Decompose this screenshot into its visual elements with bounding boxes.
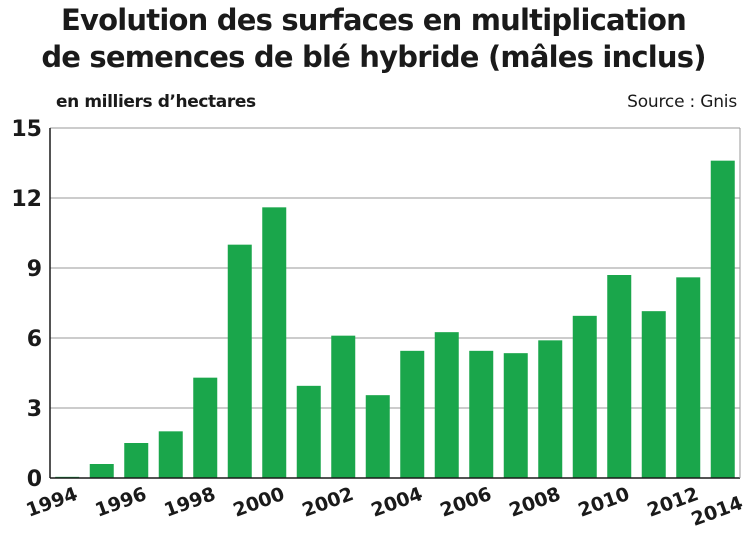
bar-2011	[641, 311, 666, 478]
x-tick-label-2004: 2004	[368, 483, 425, 522]
bar-2004	[400, 350, 425, 478]
bar-2001	[296, 385, 321, 478]
bar-2013	[710, 160, 735, 478]
y-tick-label-15: 15	[11, 117, 42, 142]
bar-2007	[503, 353, 528, 478]
bar-2005	[434, 332, 459, 478]
bar-2006	[469, 350, 494, 478]
grid-lines	[50, 127, 740, 409]
chart-title-line-2: de semences de blé hybride (mâles inclus…	[41, 40, 706, 74]
bar-2012	[676, 277, 701, 478]
bars	[55, 160, 735, 479]
x-tick-label-1996: 1996	[92, 483, 149, 522]
x-tick-label-2006: 2006	[437, 483, 494, 522]
bar-1999	[227, 244, 252, 478]
x-tick-label-2008: 2008	[506, 483, 563, 522]
x-tick-label-2002: 2002	[299, 483, 356, 522]
y-tick-label-9: 9	[27, 257, 42, 282]
bar-2002	[331, 335, 356, 478]
y-axis-unit-label: en milliers d’hectares	[56, 92, 256, 112]
y-tick-label-6: 6	[27, 327, 42, 352]
y-tick-label-0: 0	[27, 467, 42, 492]
bar-2010	[607, 275, 632, 478]
y-tick-labels: 0 3 6 9 12 15	[11, 117, 42, 492]
bar-1995	[89, 464, 114, 478]
y-tick-label-3: 3	[27, 397, 42, 422]
bar-2003	[365, 395, 390, 478]
bar-1998	[193, 377, 218, 478]
x-tick-labels: 1994 1996 1998 2000 2002 2004 2006 2008 2010 2012…	[23, 483, 745, 531]
x-tick-label-1998: 1998	[161, 483, 218, 522]
bar-2008	[538, 340, 563, 478]
x-tick-label-2000: 2000	[230, 483, 287, 522]
chart-title-line-1: Evolution des surfaces en multiplication	[61, 3, 687, 37]
y-tick-label-12: 12	[11, 187, 42, 212]
axes	[49, 128, 741, 479]
bar-2000	[262, 207, 287, 479]
bar-1996	[124, 443, 149, 478]
bar-2009	[572, 315, 597, 478]
x-tick-label-2010: 2010	[575, 483, 632, 522]
source-label: Source : Gnis	[627, 92, 737, 112]
bar-1997	[158, 431, 183, 478]
